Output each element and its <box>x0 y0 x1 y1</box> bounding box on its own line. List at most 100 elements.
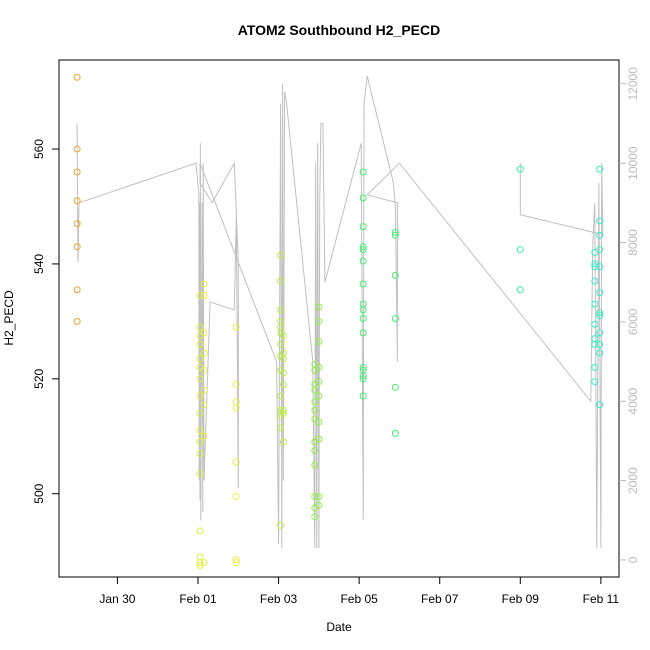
data-point <box>516 286 524 294</box>
data-point <box>359 194 367 202</box>
data-point <box>591 363 599 371</box>
data-point <box>200 432 208 440</box>
data-point <box>277 306 285 314</box>
data-point <box>359 372 367 380</box>
chart-title: ATOM2 Southbound H2_PECD <box>238 22 440 38</box>
data-point <box>279 406 287 414</box>
data-point <box>359 280 367 288</box>
plot-frame <box>58 59 620 578</box>
x-tick-label: Jan 30 <box>99 592 135 606</box>
x-tick-label: Feb 09 <box>502 592 540 606</box>
data-point <box>516 165 524 173</box>
data-point <box>232 458 240 466</box>
x-tick-label: Feb 05 <box>340 592 378 606</box>
data-point <box>279 381 287 389</box>
secondary-line <box>76 75 604 549</box>
data-point <box>196 427 204 435</box>
data-point <box>73 145 81 153</box>
data-point <box>591 277 599 285</box>
data-point <box>73 168 81 176</box>
data-point <box>232 559 240 567</box>
data-point <box>311 493 319 501</box>
data-point <box>315 392 323 400</box>
y-axis-left: 500 520 540 560 <box>32 139 59 504</box>
data-point <box>315 493 323 501</box>
data-point <box>315 317 323 325</box>
y2-tick-label: 4000 <box>626 388 640 415</box>
data-point <box>391 315 399 322</box>
x-axis: Jan 30 Feb 01 Feb 03 Feb 05 Feb 07 Feb 09 Feb … <box>99 576 620 606</box>
data-point <box>359 246 367 254</box>
data-point <box>596 217 604 225</box>
data-point <box>232 556 240 564</box>
data-point <box>596 165 604 173</box>
data-point <box>391 228 399 236</box>
data-point <box>315 435 323 443</box>
y2-tick-label: 0 <box>626 556 640 563</box>
data-point <box>73 243 81 251</box>
scatter-points <box>73 73 604 570</box>
data-point <box>359 223 367 231</box>
data-point <box>315 418 323 426</box>
data-point <box>196 553 204 561</box>
data-point <box>277 277 285 285</box>
data-point <box>391 271 399 279</box>
y-tick-label: 560 <box>32 139 46 159</box>
data-point <box>200 292 208 300</box>
data-point <box>279 369 287 377</box>
data-point <box>359 243 367 251</box>
data-point <box>196 470 204 478</box>
data-point <box>200 386 208 394</box>
x-tick-label: Feb 01 <box>179 592 217 606</box>
data-point <box>596 263 604 271</box>
data-point <box>200 401 208 409</box>
data-point <box>279 355 287 363</box>
data-point <box>279 409 287 417</box>
data-point <box>200 559 208 567</box>
data-point <box>359 392 367 400</box>
data-point <box>232 493 240 501</box>
y-axis-right: 0 2000 4000 6000 8000 10000 12000 <box>619 67 640 563</box>
data-point <box>591 320 599 328</box>
data-point <box>279 332 287 340</box>
data-point <box>596 329 604 337</box>
data-point <box>359 329 367 337</box>
data-point <box>196 375 204 383</box>
data-point <box>196 355 204 363</box>
data-point <box>596 401 604 409</box>
data-point <box>196 409 204 417</box>
data-point <box>277 340 285 348</box>
x-tick-label: Feb 11 <box>583 592 620 606</box>
data-point <box>591 378 599 386</box>
data-point <box>311 386 319 394</box>
data-point <box>277 251 285 259</box>
data-point <box>359 315 367 322</box>
data-point <box>277 392 285 400</box>
data-point <box>196 449 204 457</box>
x-tick-label: Feb 03 <box>260 592 298 606</box>
data-point <box>596 231 604 239</box>
data-point <box>391 383 399 391</box>
data-point <box>200 280 208 288</box>
data-point <box>596 312 604 320</box>
data-point <box>196 559 204 567</box>
data-point <box>196 527 204 535</box>
data-point <box>232 404 240 412</box>
data-point <box>591 300 599 308</box>
data-point <box>196 323 204 331</box>
data-point <box>311 398 319 406</box>
y2-tick-label: 2000 <box>626 467 640 494</box>
data-point <box>596 246 604 254</box>
x-tick-label: Feb 07 <box>421 592 459 606</box>
data-point <box>200 349 208 357</box>
data-point <box>596 309 604 317</box>
y2-tick-label: 12000 <box>626 67 640 101</box>
data-point <box>359 306 367 314</box>
data-point <box>196 438 204 446</box>
data-point <box>196 292 204 300</box>
data-point <box>200 329 208 337</box>
data-point <box>596 289 604 297</box>
data-point <box>359 375 367 383</box>
y-tick-label: 540 <box>32 254 46 274</box>
